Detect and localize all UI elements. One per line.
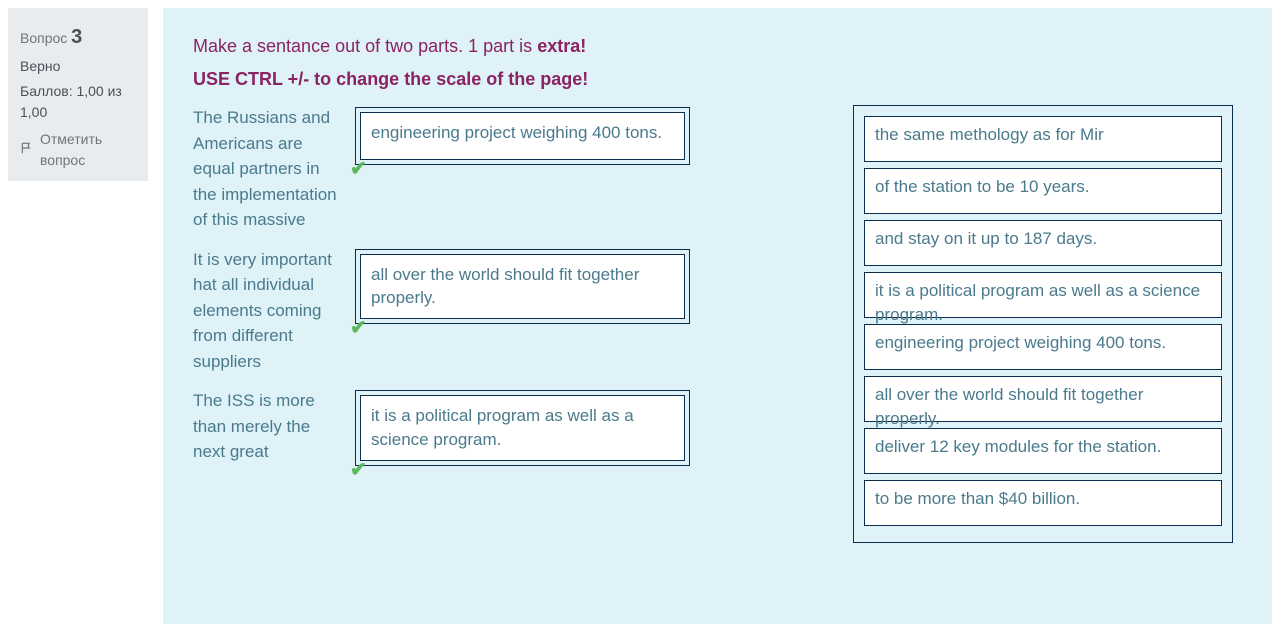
question-number-line: Вопрос 3 xyxy=(20,22,136,52)
match-row: It is very important hat all individual … xyxy=(193,247,828,375)
work-area: The Russians and Americans are equal par… xyxy=(193,105,1242,585)
drop-target[interactable]: engineering project weighing 400 tons.✔ xyxy=(355,105,690,165)
page-container: Вопрос 3 Верно Баллов: 1,00 из 1,00 Отме… xyxy=(0,0,1280,632)
pool-item[interactable]: engineering project weighing 400 tons. xyxy=(864,324,1222,370)
match-prompt: The ISS is more than merely the next gre… xyxy=(193,388,343,465)
question-number: 3 xyxy=(71,26,82,48)
drop-target[interactable]: all over the world should fit together p… xyxy=(355,247,690,325)
match-prompt: The Russians and Americans are equal par… xyxy=(193,105,343,233)
pool-item[interactable]: all over the world should fit together p… xyxy=(864,376,1222,422)
instruction-bold: extra! xyxy=(537,36,586,56)
match-scroll-area[interactable]: The Russians and Americans are equal par… xyxy=(193,105,833,585)
question-label: Вопрос xyxy=(20,30,67,46)
instruction-line-2: USE CTRL +/- to change the scale of the … xyxy=(193,69,1242,90)
pool-item[interactable]: deliver 12 key modules for the station. xyxy=(864,428,1222,474)
dropped-answer[interactable]: it is a political program as well as a s… xyxy=(360,395,685,461)
pool-item[interactable]: to be more than $40 billion. xyxy=(864,480,1222,526)
flag-icon xyxy=(20,140,34,161)
question-status: Верно xyxy=(20,56,136,77)
question-score: Баллов: 1,00 из 1,00 xyxy=(20,81,136,123)
pool-item[interactable]: it is a political program as well as a s… xyxy=(864,272,1222,318)
flag-label: Отметить вопрос xyxy=(40,129,136,171)
check-icon: ✔ xyxy=(350,156,367,181)
pool-item[interactable]: and stay on it up to 187 days. xyxy=(864,220,1222,266)
answer-pool: the same methology as for Mir of the stat… xyxy=(853,105,1233,543)
check-icon: ✔ xyxy=(350,315,367,340)
dropped-answer[interactable]: all over the world should fit together p… xyxy=(360,254,685,320)
match-row: The ISS is more than merely the next gre… xyxy=(193,388,828,466)
instruction-line-1: Make a sentance out of two parts. 1 part… xyxy=(193,36,1242,57)
check-icon: ✔ xyxy=(350,457,367,482)
drop-target[interactable]: it is a political program as well as a s… xyxy=(355,388,690,466)
pool-item[interactable]: the same methology as for Mir xyxy=(864,116,1222,162)
dropped-answer[interactable]: engineering project weighing 400 tons. xyxy=(360,112,685,160)
match-prompt: It is very important hat all individual … xyxy=(193,247,343,375)
question-content: Make a sentance out of two parts. 1 part… xyxy=(163,8,1272,624)
flag-question-button[interactable]: Отметить вопрос xyxy=(20,129,136,171)
instruction-text: Make a sentance out of two parts. 1 part… xyxy=(193,36,537,56)
pool-item[interactable]: of the station to be 10 years. xyxy=(864,168,1222,214)
question-info-panel: Вопрос 3 Верно Баллов: 1,00 из 1,00 Отме… xyxy=(8,8,148,181)
match-row: The Russians and Americans are equal par… xyxy=(193,105,828,233)
